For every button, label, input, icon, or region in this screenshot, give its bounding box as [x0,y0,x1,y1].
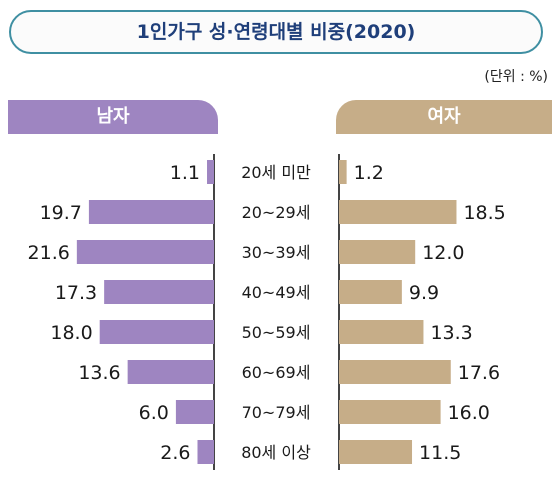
male-bar [76,240,214,264]
category-label: 50~59세 [242,323,311,342]
female-data-label: 9.9 [409,282,439,304]
female-bar [339,280,402,304]
category-label: 30~39세 [242,243,311,262]
male-data-label: 6.0 [139,402,169,424]
male-bar [175,400,214,424]
female-data-label: 11.5 [419,442,461,464]
female-bar [339,360,451,384]
category-label: 80세 이상 [241,443,311,462]
female-data-label: 1.2 [354,162,384,184]
male-bar [104,280,214,304]
male-bar [197,440,214,464]
male-bar [127,360,214,384]
male-bar [207,160,214,184]
female-data-label: 18.5 [463,202,505,224]
category-label: 20~29세 [242,203,311,222]
male-data-label: 17.3 [55,282,97,304]
female-data-label: 12.0 [422,242,464,264]
legend-female-header: 여자 [336,100,552,134]
female-bar [339,320,424,344]
male-bar [99,320,214,344]
title-box: 1인가구 성·연령대별 비중(2020) [9,10,543,54]
female-data-label: 16.0 [448,402,490,424]
male-data-label: 21.6 [28,242,70,264]
category-label: 70~79세 [242,403,311,422]
female-bar [339,400,441,424]
female-bar [339,440,413,464]
legend-male-header: 남자 [8,100,218,134]
category-label: 20세 미만 [241,163,311,182]
male-data-label: 13.6 [78,362,120,384]
female-data-label: 17.6 [458,362,500,384]
male-data-label: 18.0 [50,322,92,344]
category-label: 60~69세 [242,363,311,382]
male-data-label: 1.1 [170,162,200,184]
male-data-label: 19.7 [40,202,82,224]
female-bar [339,240,416,264]
female-bar [339,200,457,224]
chart-title: 1인가구 성·연령대별 비중(2020) [136,21,416,43]
female-bar [339,160,347,184]
male-data-label: 2.6 [160,442,190,464]
male-bar [88,200,214,224]
unit-label: (단위 : %) [484,69,548,85]
category-label: 40~49세 [242,283,311,302]
female-data-label: 13.3 [430,322,472,344]
